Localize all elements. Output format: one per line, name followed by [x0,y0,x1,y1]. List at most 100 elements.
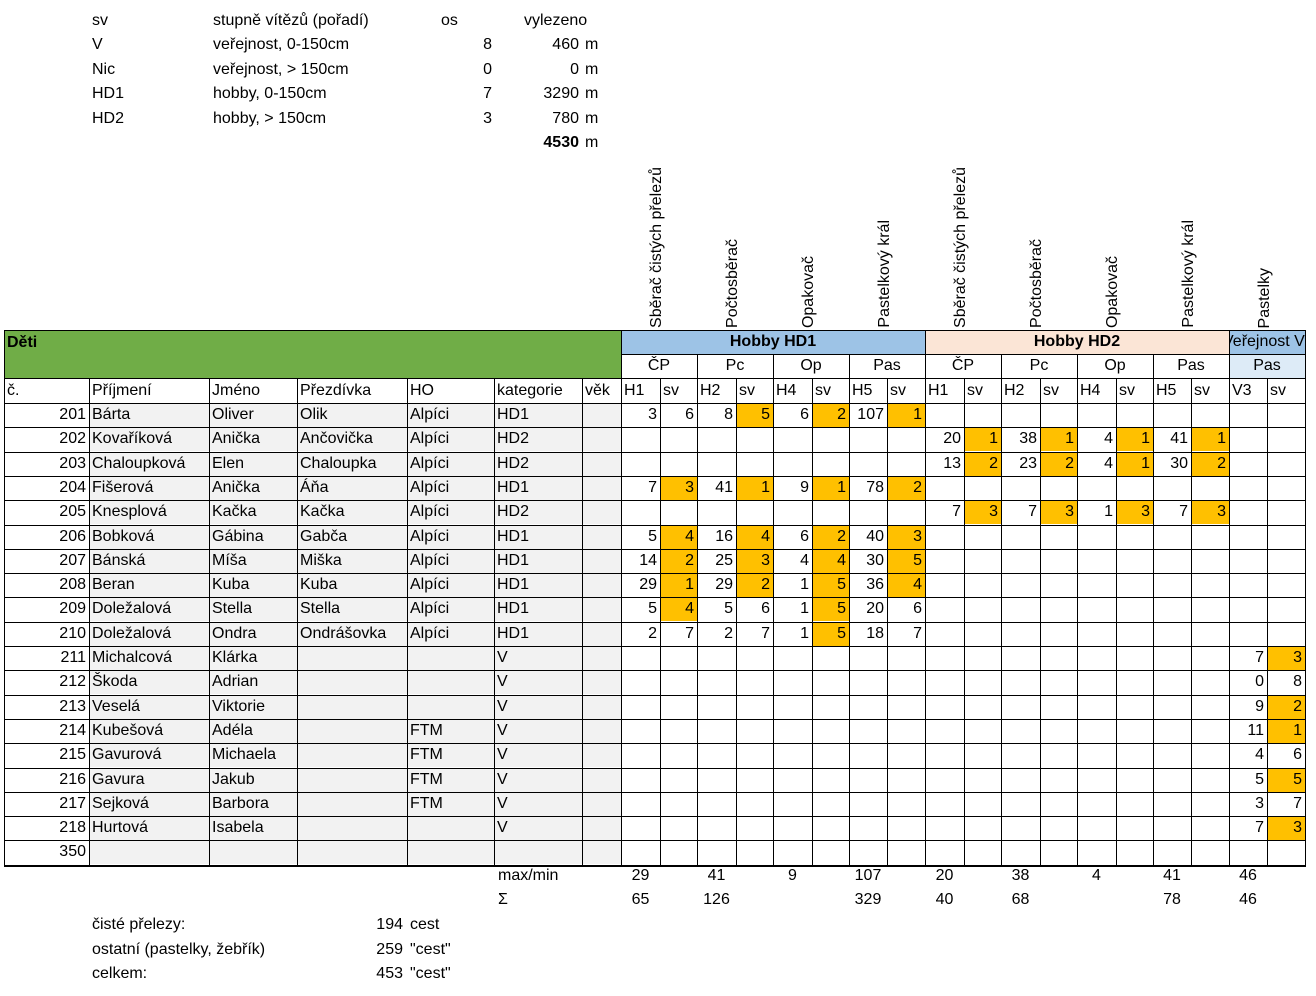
cell-ho: Alpíci [407,403,494,427]
cell-score [773,427,812,451]
cell-cat: V [494,816,582,841]
legend-meters: 780 [552,109,579,127]
grid-vline [4,330,5,865]
cell-cat: HD2 [494,500,582,525]
cell-score [1077,476,1116,500]
cell-sv [887,695,925,719]
cell-score [1153,622,1191,646]
section-ver-label: Veřejnost VI [1229,330,1305,354]
cell-sv [964,622,1001,646]
cell-score [1229,840,1267,864]
cell-id: 201 [59,406,86,423]
cell-score [773,500,812,524]
cell-score [1229,476,1267,500]
cell-score [1229,427,1267,451]
cell-sv [964,549,1001,573]
cell-score [849,768,887,792]
cell-score [621,452,660,476]
cell-score [849,646,887,670]
legend-unit: m [585,85,599,102]
cell-sv: 7 [761,624,770,642]
cell-sv [736,768,773,792]
cell-sv [1267,597,1305,621]
cell-sv [736,816,773,840]
cell-score [773,719,812,743]
cell-age [582,451,621,476]
cell-sv: 7 [685,624,694,642]
cell-score [773,743,812,767]
summary-label: ostatní (pastelky, žebřík) [92,940,266,958]
cell-surname: Fišerová [89,475,209,500]
maxmin-value: 4 [1092,867,1101,884]
summary-value: 453 [376,965,403,982]
cell-sv [1116,525,1153,549]
cell-name: Viktorie [209,694,297,719]
cell-sv [1040,840,1077,864]
cell-score [1153,549,1191,573]
grid-hline [4,427,1306,429]
cell-score: 0 [1255,673,1264,691]
cell-sv [660,670,697,694]
cell-score [1077,597,1116,621]
cell-ho: FTM [407,718,494,743]
cell-age [582,646,621,670]
cell-age [582,840,621,865]
cell-sv [1116,549,1153,573]
column-header: sv [739,382,755,399]
cell-sv [1191,573,1229,597]
legend-header-os: os [441,12,458,29]
cell-ho [407,840,494,865]
cell-sv [1040,719,1077,743]
cell-sv [1040,549,1077,573]
cell-age [582,670,621,695]
cell-sv [1191,646,1229,670]
sum-value: 65 [631,891,650,908]
cell-score [925,403,964,427]
cell-name: Míša [209,548,297,573]
cell-score: 3 [1255,794,1264,812]
grid-hline [4,500,1306,502]
section-deti-label: Děti [7,334,38,351]
cell-sv [1040,597,1077,621]
legend-unit: m [585,109,599,127]
cell-sv [812,792,849,816]
summary-unit: cest [410,916,440,933]
cell-ho [407,816,494,841]
cell-score [1001,719,1040,743]
cell-score [849,743,887,767]
cell-name: Oliver [209,403,297,427]
cell-ho [407,694,494,719]
cell-score: 1 [800,624,809,642]
cell-sv [812,670,849,694]
column-header: sv [890,382,906,399]
grid-vline [887,378,888,865]
cell-score [1077,549,1116,573]
cell-sv [1191,840,1229,864]
cell-sv [1191,792,1229,816]
cell-id: 208 [59,576,86,594]
cell-sv [1040,403,1077,427]
column-header: V3 [1232,382,1252,399]
cell-sv: 6 [1293,746,1302,764]
cell-surname: Chaloupková [89,451,209,476]
legend-meters: 0 [570,60,579,78]
cell-surname [89,840,209,865]
grid-hline [4,475,1306,477]
cell-sv [660,768,697,792]
cell-nick: Ančovička [297,427,407,452]
cell-score [697,840,736,864]
sum-value: 68 [1011,891,1030,908]
grid-hline [4,816,1306,818]
cell-age [582,524,621,549]
legend-os: 7 [483,85,492,102]
column-header: Příjmení [92,382,152,399]
cell-nick [297,767,407,792]
cell-cat: V [494,743,582,768]
cell-id: 202 [59,430,86,448]
section-deti-band [4,330,621,378]
cell-id: 218 [59,819,86,837]
maxmin-value: 46 [1239,867,1257,884]
cell-sv [1116,403,1153,427]
cell-score [1153,525,1191,549]
cell-sv [1191,719,1229,743]
